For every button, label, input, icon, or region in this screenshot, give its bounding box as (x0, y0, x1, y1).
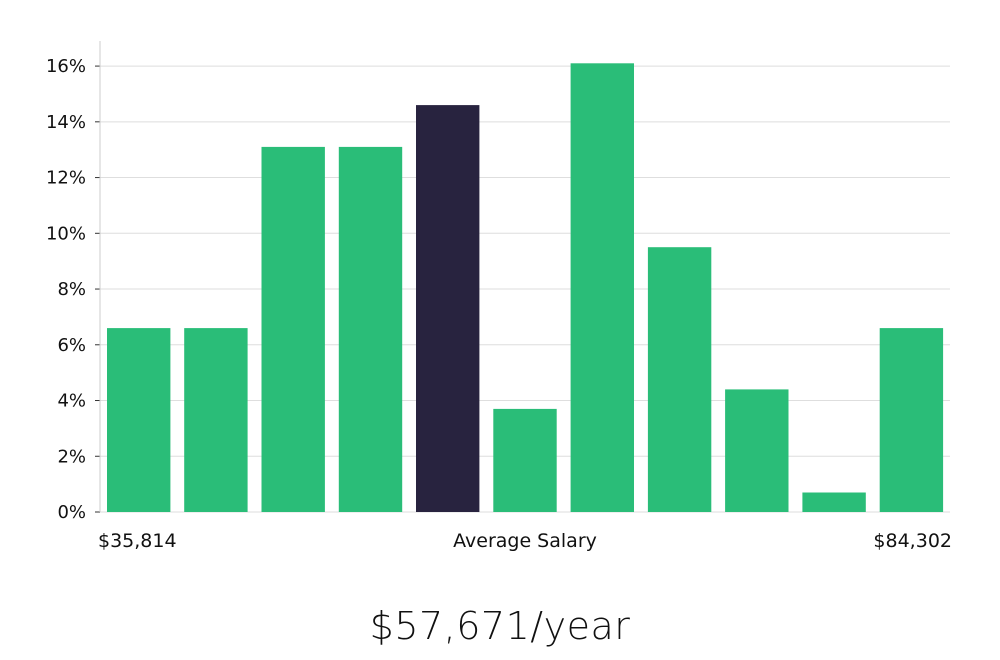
bar (493, 408, 557, 512)
bars (107, 63, 944, 513)
bar (879, 328, 944, 512)
y-tick-label: 0% (57, 502, 86, 523)
x-axis-min-label: $35,814 (98, 530, 177, 552)
y-tick-label: 2% (57, 446, 86, 467)
y-tick-label: 12% (46, 168, 86, 189)
y-tick-label: 14% (46, 112, 86, 133)
bar (570, 63, 634, 513)
x-axis-max-label: $84,302 (873, 530, 952, 552)
bar (338, 146, 403, 512)
y-tick-label: 10% (46, 223, 86, 244)
y-tick-label: 6% (57, 335, 86, 356)
y-tick-label: 8% (57, 279, 86, 300)
y-axis-ticks: 0% 2% 4% 6% 8% 10% 12% 14% 16% (46, 56, 100, 523)
y-tick-label: 16% (46, 56, 86, 77)
bar-highlighted (416, 105, 480, 512)
salary-distribution-chart: 0% 2% 4% 6% 8% 10% 12% 14% 16% $35,814 Average S… (46, 41, 952, 552)
bar (184, 328, 248, 512)
bar (107, 328, 171, 512)
bar (802, 492, 866, 512)
bar (261, 146, 325, 512)
y-tick-label: 4% (57, 391, 86, 412)
bar (647, 247, 712, 512)
bar (725, 389, 789, 512)
average-salary-value: $57,671/year (369, 604, 631, 648)
x-axis-title: Average Salary (453, 530, 597, 552)
